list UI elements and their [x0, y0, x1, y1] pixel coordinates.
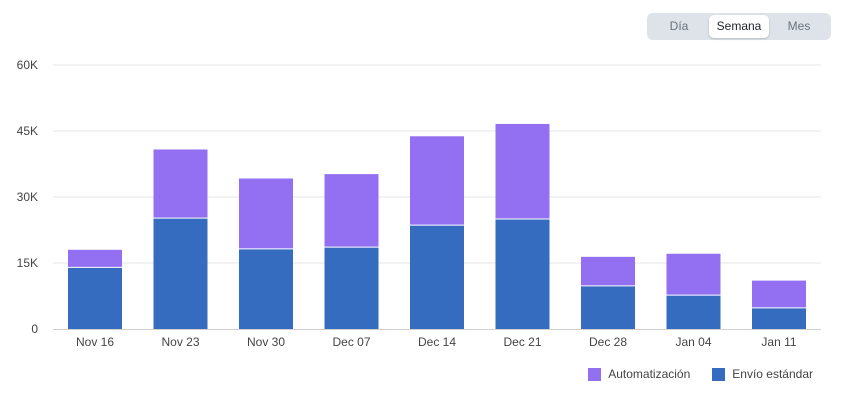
x-tick-label: Nov 16: [76, 335, 114, 349]
x-tick-label: Dec 07: [332, 335, 370, 349]
bar-automatizacion: [581, 256, 635, 286]
period-month-button[interactable]: Mes: [787, 19, 811, 33]
y-tick-label: 0: [31, 322, 38, 336]
legend-item-envio-estandar[interactable]: Envío estándar: [712, 367, 813, 381]
x-tick-label: Dec 14: [418, 335, 456, 349]
bar-automatizacion: [324, 174, 379, 248]
legend-label-envio-estandar: Envío estándar: [732, 367, 813, 381]
bar-envio-estandar: [495, 219, 550, 329]
bar-envio-estandar: [324, 247, 379, 329]
x-tick-label: Nov 30: [247, 335, 285, 349]
x-tick-label: Dec 21: [503, 335, 541, 349]
period-day-button[interactable]: Día: [669, 19, 689, 33]
bar-automatizacion: [239, 178, 293, 249]
bar-envio-estandar: [666, 295, 721, 329]
legend-swatch-automatizacion: [588, 367, 602, 381]
legend-item-automatizacion[interactable]: Automatización: [588, 367, 690, 381]
bar-automatizacion: [495, 123, 550, 219]
x-tick-label: Jan 04: [675, 335, 711, 349]
bar-envio-estandar: [410, 225, 464, 329]
bar-envio-estandar: [68, 267, 122, 329]
y-tick-label: 30K: [17, 190, 38, 204]
bar-automatizacion: [68, 249, 122, 268]
chart-legend: Automatización Envío estándar: [566, 367, 813, 381]
x-tick-label: Jan 11: [761, 335, 796, 349]
stacked-bar-chart: 0 15K 30K 45K 60K Nov 16 Nov 23 Nov 30 Dec 07 Dec…: [17, 58, 821, 349]
y-tick-label: 45K: [17, 124, 38, 138]
bar-automatizacion: [666, 253, 721, 296]
bar-envio-estandar: [239, 248, 293, 329]
bar-envio-estandar: [153, 218, 208, 329]
legend-label-automatizacion: Automatización: [608, 367, 691, 381]
x-tick-label: Dec 28: [589, 335, 627, 349]
y-tick-label: 60K: [17, 58, 38, 72]
bar-envio-estandar: [752, 307, 806, 329]
legend-swatch-envio-estandar: [712, 367, 726, 381]
bar-automatizacion: [153, 149, 208, 219]
y-tick-label: 15K: [17, 256, 38, 270]
period-selector: Día Semana Mes: [647, 13, 831, 40]
bar-envio-estandar: [581, 285, 635, 329]
period-week-button[interactable]: Semana: [709, 15, 769, 38]
bar-automatizacion: [410, 136, 464, 226]
x-tick-label: Nov 23: [161, 335, 199, 349]
bar-automatizacion: [752, 280, 806, 308]
